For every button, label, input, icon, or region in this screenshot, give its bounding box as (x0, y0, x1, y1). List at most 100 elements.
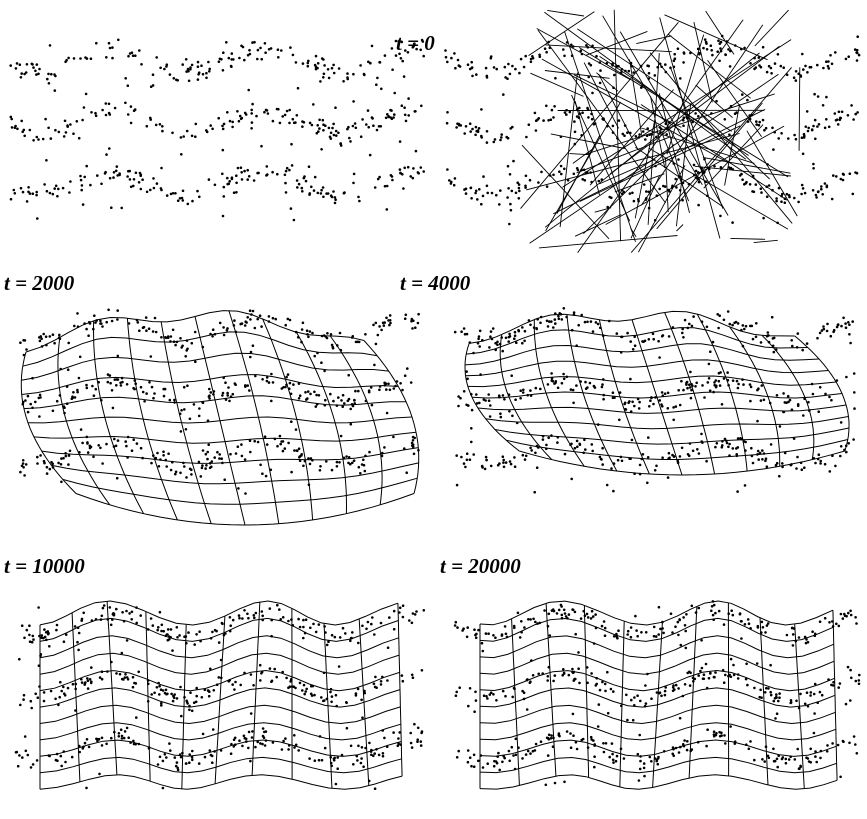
data-dot (553, 105, 556, 108)
data-dot (515, 754, 518, 757)
data-dot (81, 119, 84, 122)
data-dot (856, 752, 859, 755)
data-dot (703, 673, 706, 676)
data-dot (444, 49, 447, 52)
data-dot (562, 373, 565, 376)
data-dot (718, 610, 721, 613)
data-dot (247, 617, 250, 620)
data-dot (345, 702, 348, 705)
data-dot (393, 628, 396, 631)
data-dot (652, 403, 655, 406)
data-dot (776, 712, 779, 715)
data-dot (822, 325, 825, 328)
data-dot (403, 106, 406, 109)
data-dot (330, 701, 333, 704)
data-dot (504, 66, 507, 69)
data-dot (636, 694, 639, 697)
data-dot (802, 187, 805, 190)
data-dot (420, 105, 423, 108)
data-dot (801, 468, 804, 471)
data-dot (856, 52, 859, 55)
data-dot (349, 640, 352, 643)
data-dot (569, 111, 572, 114)
data-dot (373, 364, 376, 367)
data-dot (454, 177, 457, 180)
data-dot (352, 763, 355, 766)
data-dot (363, 74, 366, 77)
data-dot (334, 636, 337, 639)
data-dot (338, 461, 341, 464)
data-dot (198, 630, 201, 633)
data-dot (732, 664, 735, 667)
data-dot (817, 410, 820, 413)
data-dot (501, 634, 504, 637)
data-dot (678, 618, 681, 621)
data-dot (719, 47, 722, 50)
data-dot (52, 333, 55, 336)
data-dot (769, 691, 772, 694)
data-dot (561, 318, 564, 321)
data-dot (372, 324, 375, 327)
data-dot (30, 766, 33, 769)
data-dot (250, 351, 253, 354)
data-dot (64, 694, 67, 697)
data-dot (577, 324, 580, 327)
data-dot (789, 399, 792, 402)
data-dot (534, 112, 537, 115)
data-dot (182, 199, 185, 202)
data-dot (716, 442, 719, 445)
data-dot (844, 322, 847, 325)
data-dot (205, 464, 208, 467)
data-dot (814, 683, 817, 686)
data-dot (232, 619, 235, 622)
data-dot (56, 400, 59, 403)
data-dot (775, 693, 778, 696)
data-dot (143, 326, 146, 329)
data-dot (539, 322, 542, 325)
data-dot (311, 332, 314, 335)
data-dot (118, 735, 121, 738)
data-dot (674, 57, 677, 60)
data-dot (599, 689, 602, 692)
data-dot (232, 393, 235, 396)
data-dot (463, 462, 466, 465)
data-dot (391, 68, 394, 71)
data-dot (158, 693, 161, 696)
data-dot (244, 737, 247, 740)
data-dot (529, 447, 532, 450)
data-dot (793, 134, 796, 137)
data-dot (486, 141, 489, 144)
data-dot (777, 137, 780, 140)
data-dot (161, 125, 164, 128)
data-dot (780, 132, 783, 135)
data-dot (482, 650, 485, 653)
data-dot (502, 459, 505, 462)
data-dot (243, 59, 246, 62)
data-dot (309, 330, 312, 333)
data-dot (309, 627, 312, 630)
data-dot (758, 696, 761, 699)
data-dot (338, 67, 341, 70)
data-dot (117, 439, 120, 442)
data-dot (331, 695, 334, 698)
data-dot (360, 757, 363, 760)
data-dot (480, 203, 483, 206)
data-dot (563, 781, 566, 784)
data-dot (307, 65, 310, 68)
data-dot (226, 392, 229, 395)
data-dot (135, 716, 138, 719)
data-dot (840, 178, 843, 181)
data-dot (117, 355, 120, 358)
data-dot (616, 332, 619, 335)
data-dot (414, 110, 417, 113)
data-dot (415, 150, 418, 153)
data-dot (239, 684, 242, 687)
data-dot (678, 751, 681, 754)
data-dot (554, 77, 557, 80)
data-dot (507, 63, 510, 66)
data-dot (487, 393, 490, 396)
data-dot (711, 605, 714, 608)
data-dot (190, 469, 193, 472)
data-dot (737, 383, 740, 386)
data-dot (417, 313, 420, 316)
